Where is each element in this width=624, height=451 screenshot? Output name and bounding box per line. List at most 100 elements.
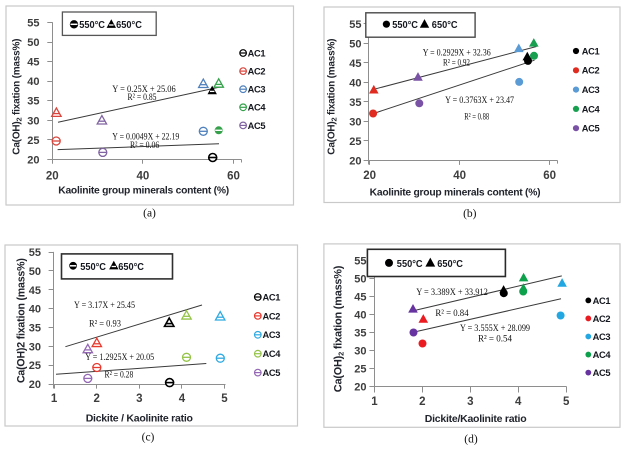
svg-text:3: 3 bbox=[136, 393, 142, 405]
svg-text:AC1: AC1 bbox=[248, 48, 266, 58]
svg-text:Kaolinite group minerals conte: Kaolinite group minerals content (%) bbox=[370, 187, 541, 198]
svg-text:60: 60 bbox=[543, 170, 556, 182]
svg-text:AC4: AC4 bbox=[248, 103, 267, 113]
svg-text:Dickite / Kaolinite ratio: Dickite / Kaolinite ratio bbox=[86, 412, 193, 424]
svg-text:550°C: 550°C bbox=[392, 20, 418, 31]
svg-text:40: 40 bbox=[354, 309, 366, 321]
svg-text:4: 4 bbox=[515, 396, 522, 408]
svg-text:20: 20 bbox=[46, 171, 59, 183]
svg-text:2: 2 bbox=[93, 393, 99, 405]
svg-text:40: 40 bbox=[453, 170, 466, 182]
svg-text:40: 40 bbox=[27, 76, 39, 88]
svg-text:20: 20 bbox=[354, 381, 366, 393]
svg-text:1: 1 bbox=[51, 393, 58, 405]
svg-text:650°C: 650°C bbox=[437, 259, 463, 270]
svg-text:40: 40 bbox=[29, 304, 41, 316]
svg-text:AC3: AC3 bbox=[248, 85, 266, 95]
svg-text:AC2: AC2 bbox=[248, 67, 266, 77]
svg-text:60: 60 bbox=[227, 171, 240, 183]
svg-text:(c): (c) bbox=[142, 432, 155, 444]
svg-text:(a): (a) bbox=[143, 208, 156, 220]
svg-text:AC4: AC4 bbox=[582, 104, 601, 114]
svg-text:AC5: AC5 bbox=[593, 368, 611, 378]
svg-text:R² = 0.06: R² = 0.06 bbox=[130, 140, 159, 151]
svg-text:R² = 0.93: R² = 0.93 bbox=[89, 319, 121, 330]
svg-text:50: 50 bbox=[354, 273, 366, 285]
svg-text:5: 5 bbox=[221, 393, 228, 405]
svg-text:35: 35 bbox=[349, 97, 361, 109]
svg-text:R² = 0.84: R² = 0.84 bbox=[435, 308, 468, 319]
svg-text:45: 45 bbox=[354, 291, 366, 303]
svg-text:AC1: AC1 bbox=[593, 296, 611, 306]
svg-text:Y = 3.555X + 28.099: Y = 3.555X + 28.099 bbox=[460, 323, 530, 334]
svg-text:35: 35 bbox=[354, 327, 366, 339]
svg-text:AC5: AC5 bbox=[248, 121, 266, 131]
svg-text:AC1: AC1 bbox=[582, 46, 600, 56]
svg-text:40: 40 bbox=[349, 77, 361, 89]
svg-text:AC3: AC3 bbox=[263, 330, 281, 340]
svg-text:650°C: 650°C bbox=[118, 262, 144, 273]
svg-text:R² = 0.85: R² = 0.85 bbox=[128, 92, 157, 103]
svg-text:4: 4 bbox=[179, 393, 186, 405]
svg-text:50: 50 bbox=[349, 38, 361, 50]
svg-text:25: 25 bbox=[27, 135, 39, 147]
svg-text:Y = 0.2929X + 32.36: Y = 0.2929X + 32.36 bbox=[423, 48, 491, 59]
svg-text:550°C: 550°C bbox=[79, 20, 105, 31]
svg-text:AC4: AC4 bbox=[593, 350, 612, 360]
svg-text:30: 30 bbox=[29, 341, 41, 353]
svg-text:550°C: 550°C bbox=[80, 262, 106, 273]
svg-text:AC5: AC5 bbox=[263, 368, 281, 378]
svg-text:Ca(OH)2 fixation (mass%): Ca(OH)2 fixation (mass%) bbox=[333, 265, 346, 392]
svg-text:R² = 0.88: R² = 0.88 bbox=[464, 112, 489, 123]
svg-text:Ca(OH)2 fixation (mass%): Ca(OH)2 fixation (mass%) bbox=[16, 258, 28, 383]
svg-text:AC2: AC2 bbox=[593, 314, 611, 324]
svg-text:R² = 0.92: R² = 0.92 bbox=[443, 58, 470, 69]
svg-text:45: 45 bbox=[29, 285, 41, 297]
svg-text:55: 55 bbox=[354, 255, 366, 267]
svg-text:Ca(OH)2 fixation (mass%): Ca(OH)2 fixation (mass%) bbox=[327, 39, 339, 155]
svg-text:Y = 0.25X + 25.06: Y = 0.25X + 25.06 bbox=[112, 84, 175, 95]
svg-text:Y = 3.389X + 33.912: Y = 3.389X + 33.912 bbox=[416, 287, 488, 298]
svg-text:AC5: AC5 bbox=[582, 124, 600, 134]
svg-text:25: 25 bbox=[354, 363, 366, 375]
svg-text:35: 35 bbox=[29, 323, 41, 335]
svg-text:2: 2 bbox=[419, 396, 425, 408]
svg-text:Ca(OH)2 fixation (mass%): Ca(OH)2 fixation (mass%) bbox=[11, 39, 23, 155]
svg-text:20: 20 bbox=[349, 155, 361, 167]
svg-text:50: 50 bbox=[29, 266, 41, 278]
svg-text:25: 25 bbox=[29, 360, 41, 372]
svg-text:45: 45 bbox=[349, 58, 361, 70]
svg-text:R² = 0.28: R² = 0.28 bbox=[105, 370, 134, 381]
svg-text:Kaolinite group minerals conte: Kaolinite group minerals content (%) bbox=[58, 185, 229, 196]
svg-text:Y = 0.3763X + 23.47: Y = 0.3763X + 23.47 bbox=[445, 95, 514, 106]
svg-text:30: 30 bbox=[354, 345, 366, 357]
svg-text:55: 55 bbox=[349, 19, 361, 31]
svg-text:Y = 0.0049X + 22.19: Y = 0.0049X + 22.19 bbox=[112, 132, 179, 143]
svg-text:30: 30 bbox=[27, 115, 39, 127]
svg-text:3: 3 bbox=[467, 396, 473, 408]
svg-text:35: 35 bbox=[27, 96, 39, 108]
svg-text:20: 20 bbox=[27, 154, 39, 166]
svg-text:5: 5 bbox=[563, 396, 570, 408]
svg-text:Y = 1.2925X + 20.05: Y = 1.2925X + 20.05 bbox=[85, 352, 154, 363]
svg-text:(b): (b) bbox=[463, 208, 477, 220]
svg-text:1: 1 bbox=[371, 396, 378, 408]
svg-text:AC4: AC4 bbox=[263, 349, 282, 359]
svg-text:AC3: AC3 bbox=[593, 332, 611, 342]
svg-text:650°C: 650°C bbox=[432, 20, 458, 31]
svg-text:650°C: 650°C bbox=[116, 20, 142, 31]
svg-text:50: 50 bbox=[27, 37, 39, 49]
svg-text:Dickite/Kaolinite ratio: Dickite/Kaolinite ratio bbox=[425, 413, 527, 425]
svg-text:AC2: AC2 bbox=[263, 311, 281, 321]
svg-text:550°C: 550°C bbox=[397, 259, 423, 270]
svg-text:40: 40 bbox=[137, 171, 150, 183]
svg-text:R² = 0.54: R² = 0.54 bbox=[478, 334, 512, 345]
svg-text:Y = 3.17X + 25.45: Y = 3.17X + 25.45 bbox=[74, 300, 135, 311]
svg-text:25: 25 bbox=[349, 136, 361, 148]
svg-text:20: 20 bbox=[29, 379, 41, 391]
svg-text:20: 20 bbox=[363, 170, 376, 182]
svg-text:AC1: AC1 bbox=[263, 292, 281, 302]
svg-text:55: 55 bbox=[27, 18, 39, 30]
svg-text:(d): (d) bbox=[464, 434, 478, 446]
svg-text:55: 55 bbox=[29, 247, 41, 259]
